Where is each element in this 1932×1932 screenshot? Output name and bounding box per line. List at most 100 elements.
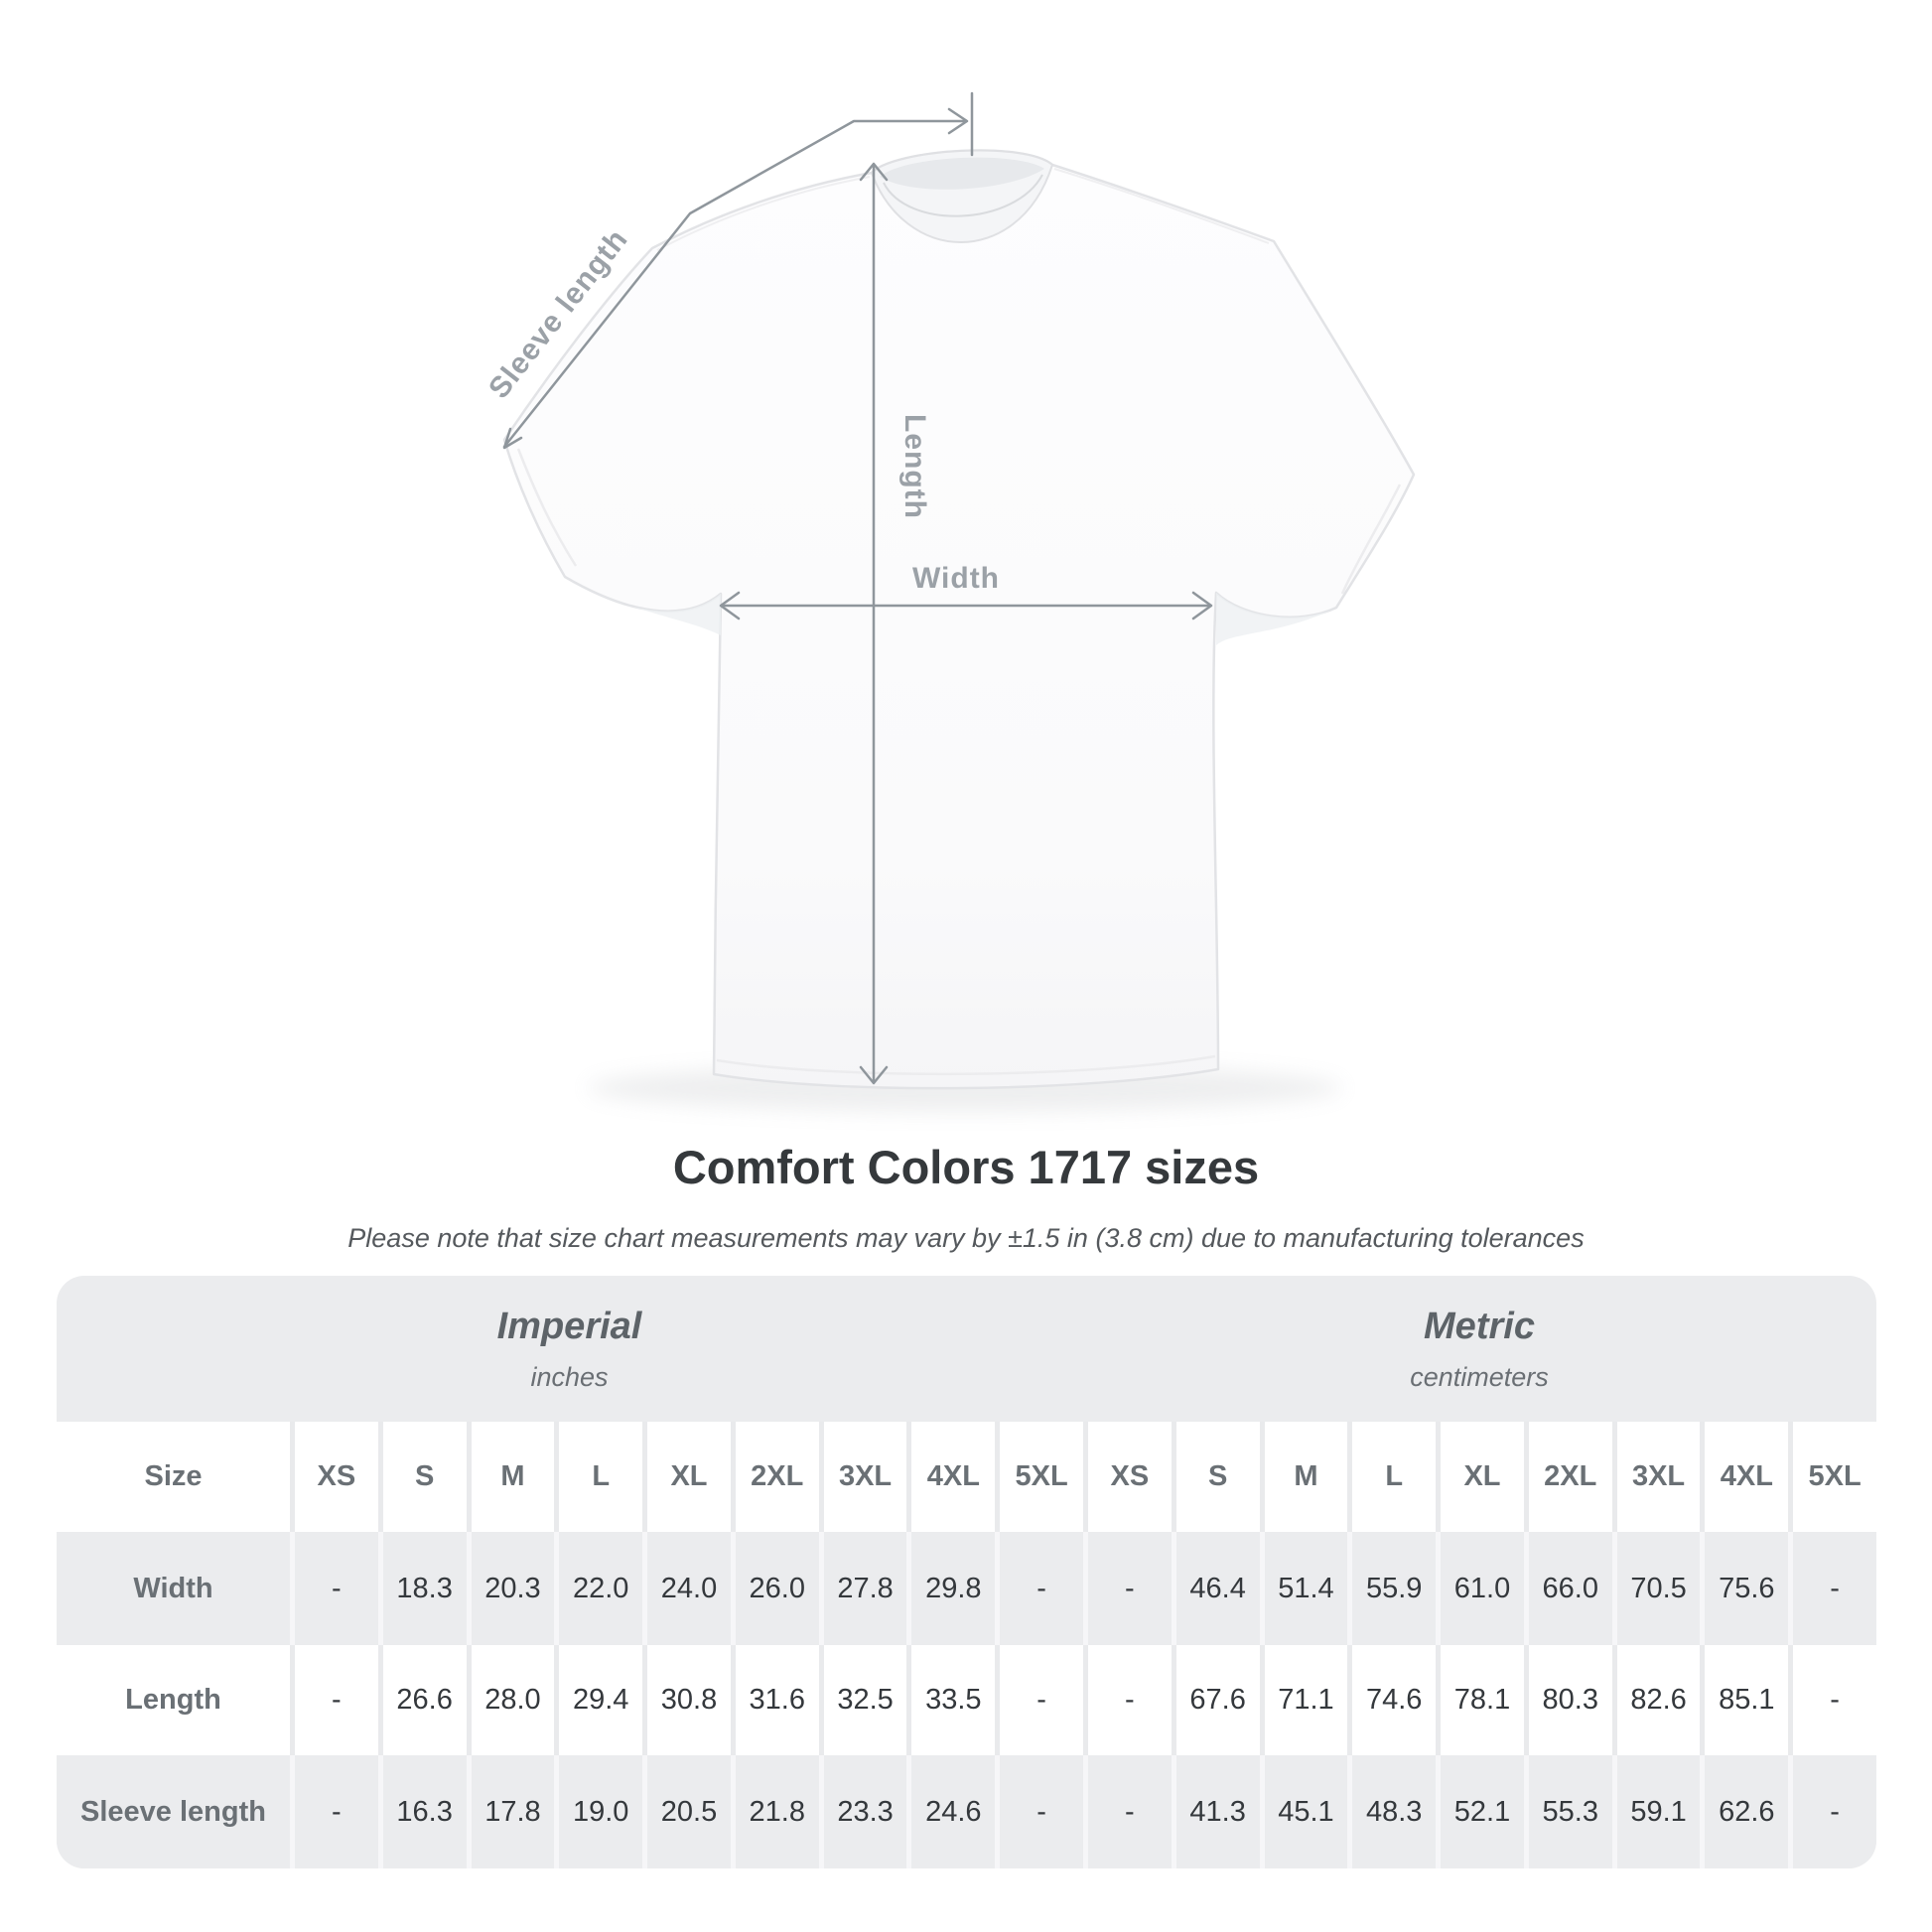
measurement-cell: 75.6 — [1700, 1532, 1789, 1645]
measurement-cell: 67.6 — [1171, 1645, 1260, 1755]
size-column-header: 4XL — [1700, 1422, 1789, 1532]
size-column-header: 2XL — [1523, 1422, 1612, 1532]
measurement-cell: 22.0 — [554, 1532, 643, 1645]
size-column-header: S — [1171, 1422, 1260, 1532]
measurement-cell: - — [290, 1755, 378, 1868]
measurement-cell: 27.8 — [818, 1532, 907, 1645]
measurement-cell: 28.0 — [466, 1645, 555, 1755]
tshirt-shoulder-seam-left — [656, 176, 871, 251]
measurement-cell: - — [290, 1532, 378, 1645]
measurement-cell: 85.1 — [1700, 1645, 1789, 1755]
measurement-cell: 59.1 — [1611, 1755, 1701, 1868]
measurement-cell: 16.3 — [377, 1755, 467, 1868]
length-label: Length — [898, 414, 931, 519]
width-arrow — [719, 591, 1213, 621]
measurement-cell: 30.8 — [642, 1645, 731, 1755]
measurement-cell: 80.3 — [1523, 1645, 1612, 1755]
tshirt-cuff-seam-left — [516, 448, 578, 567]
measurement-cell: - — [290, 1645, 378, 1755]
tshirt-cuff-seam-right — [1340, 483, 1402, 595]
tshirt-collar-inner-shadow — [880, 157, 1044, 190]
tshirt-shading-left — [565, 577, 721, 635]
size-grid: Size XS S M L XL 2XL 3XL 4XL 5XL XS S M L XL 2XL 3XL 4XL 5… — [57, 1422, 1876, 1868]
measurement-cell: - — [1788, 1645, 1876, 1755]
size-column-header: S — [377, 1422, 467, 1532]
tshirt-hem-seam — [716, 1054, 1216, 1076]
measurement-cell: 45.1 — [1259, 1755, 1348, 1868]
measurement-cell: - — [995, 1532, 1083, 1645]
size-column-header: L — [1347, 1422, 1437, 1532]
size-column-header: L — [554, 1422, 643, 1532]
size-column-header: 5XL — [995, 1422, 1083, 1532]
tshirt-collar-rib-seam — [883, 174, 1043, 217]
measurement-cell: 18.3 — [377, 1532, 467, 1645]
imperial-group-label: Imperial — [496, 1305, 642, 1347]
measurement-cell: 33.5 — [906, 1645, 996, 1755]
measurement-cell: 74.6 — [1347, 1645, 1437, 1755]
measurement-cell: - — [1083, 1755, 1172, 1868]
page-title: Comfort Colors 1717 sizes — [672, 1141, 1260, 1193]
measurement-cell: 26.0 — [730, 1532, 819, 1645]
measurement-cell: 70.5 — [1611, 1532, 1701, 1645]
unit-group-header: Imperial inches Metric centimeters — [57, 1276, 1876, 1422]
size-column-header: M — [1259, 1422, 1348, 1532]
size-column-header: XL — [642, 1422, 731, 1532]
size-column-header: M — [466, 1422, 555, 1532]
size-column-header: XS — [290, 1422, 378, 1532]
measurement-cell: - — [1083, 1645, 1172, 1755]
measurement-cell: 78.1 — [1436, 1645, 1524, 1755]
measurement-cell: - — [1083, 1532, 1172, 1645]
measurement-cell: 46.4 — [1171, 1532, 1260, 1645]
page-subtitle: Please note that size chart measurements… — [347, 1223, 1585, 1253]
measurement-cell: 24.6 — [906, 1755, 996, 1868]
measurement-cell: 21.8 — [730, 1755, 819, 1868]
measurement-cell: 61.0 — [1436, 1532, 1524, 1645]
measurement-cell: 66.0 — [1523, 1532, 1612, 1645]
metric-group-unit: centimeters — [1410, 1361, 1549, 1392]
imperial-group-unit: inches — [530, 1361, 609, 1392]
measurement-cell: 24.0 — [642, 1532, 731, 1645]
measurement-cell: 48.3 — [1347, 1755, 1437, 1868]
row-label-cell: Length — [57, 1645, 290, 1755]
tshirt-measurement-diagram: Sleeve length Length Width — [483, 91, 1416, 1112]
measurement-cell: 62.6 — [1700, 1755, 1789, 1868]
measurement-cell: 17.8 — [466, 1755, 555, 1868]
measurement-cell: 20.3 — [466, 1532, 555, 1645]
size-column-header: 4XL — [906, 1422, 996, 1532]
width-label: Width — [912, 562, 1000, 595]
size-column-header: 3XL — [1611, 1422, 1701, 1532]
imperial-group-header: Imperial inches — [57, 1276, 1082, 1422]
size-column-header: 2XL — [730, 1422, 819, 1532]
measurement-cell: 31.6 — [730, 1645, 819, 1755]
size-table: Imperial inches Metric centimeters Size X… — [57, 1276, 1876, 1868]
size-column-header: XL — [1436, 1422, 1524, 1532]
measurement-cell: 52.1 — [1436, 1755, 1524, 1868]
measurement-cell: 26.6 — [377, 1645, 467, 1755]
length-arrow — [859, 162, 889, 1085]
measurement-cell: - — [1788, 1532, 1876, 1645]
measurement-cell: 71.1 — [1259, 1645, 1348, 1755]
measurement-cell: 19.0 — [554, 1755, 643, 1868]
size-header-cell: Size — [57, 1422, 290, 1532]
measurement-cell: 20.5 — [642, 1755, 731, 1868]
measurement-cell: - — [1788, 1755, 1876, 1868]
measurement-cell: 55.9 — [1347, 1532, 1437, 1645]
measurement-cell: 82.6 — [1611, 1645, 1701, 1755]
measurement-cell: - — [995, 1645, 1083, 1755]
tshirt-shoulder-seam-right — [1053, 168, 1270, 244]
measurement-cell: 55.3 — [1523, 1755, 1612, 1868]
metric-group-header: Metric centimeters — [1082, 1276, 1876, 1422]
tshirt-shading-right — [1216, 593, 1336, 645]
row-label-cell: Sleeve length — [57, 1755, 290, 1868]
measurement-cell: 29.8 — [906, 1532, 996, 1645]
measurement-cell: 41.3 — [1171, 1755, 1260, 1868]
sleeve-length-arrow — [502, 91, 974, 450]
size-column-header: 5XL — [1788, 1422, 1876, 1532]
measurement-cell: 32.5 — [818, 1645, 907, 1755]
size-column-header: 3XL — [818, 1422, 907, 1532]
measurement-cell: 29.4 — [554, 1645, 643, 1755]
metric-group-label: Metric — [1424, 1305, 1535, 1347]
row-label-cell: Width — [57, 1532, 290, 1645]
measurement-cell: 23.3 — [818, 1755, 907, 1868]
